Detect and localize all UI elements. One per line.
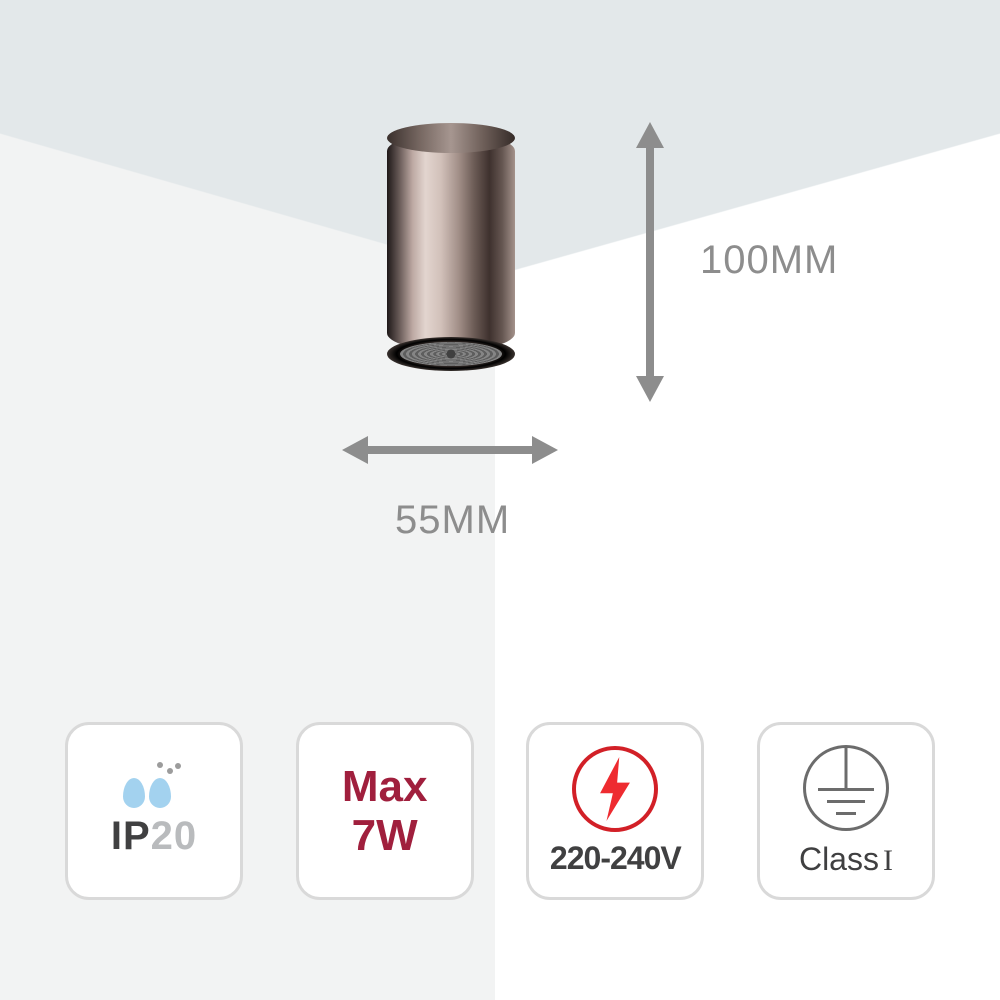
badge-voltage: 220-240V bbox=[526, 722, 704, 900]
max-power-line2: 7W bbox=[352, 811, 418, 860]
dim-width-label: 55MM bbox=[395, 498, 510, 543]
class-prefix: Class bbox=[799, 841, 879, 877]
dim-height-label: 100MM bbox=[700, 238, 838, 283]
class-ground-icon bbox=[803, 745, 889, 831]
fixture-barrel bbox=[387, 133, 515, 351]
ip-drops-icon bbox=[119, 764, 189, 810]
badge-class: ClassI bbox=[757, 722, 935, 900]
class-roman: I bbox=[879, 844, 893, 877]
class-label: ClassI bbox=[799, 841, 893, 878]
max-power-line1: Max bbox=[342, 762, 428, 811]
downlight-fixture bbox=[387, 123, 515, 379]
fixture-top-cap bbox=[387, 123, 515, 153]
dim-width-arrow-right bbox=[532, 436, 558, 464]
dim-width-arrow-left bbox=[342, 436, 368, 464]
ip-prefix: IP bbox=[111, 814, 151, 858]
ip-number: 20 bbox=[151, 814, 198, 858]
fixture-led-face bbox=[400, 342, 502, 366]
dim-width-line bbox=[368, 446, 532, 454]
dim-height-arrow-up bbox=[636, 122, 664, 148]
badge-max-power: Max 7W bbox=[296, 722, 474, 900]
dim-height-line bbox=[646, 147, 654, 377]
voltage-ring-icon bbox=[572, 746, 658, 832]
spec-badge-row: IP20 Max 7W 220-240V ClassI bbox=[65, 722, 935, 900]
badge-ip-rating: IP20 bbox=[65, 722, 243, 900]
dim-height-arrow-down bbox=[636, 376, 664, 402]
ip-rating-text: IP20 bbox=[111, 814, 197, 859]
bolt-icon bbox=[593, 757, 637, 821]
voltage-label: 220-240V bbox=[550, 840, 681, 877]
